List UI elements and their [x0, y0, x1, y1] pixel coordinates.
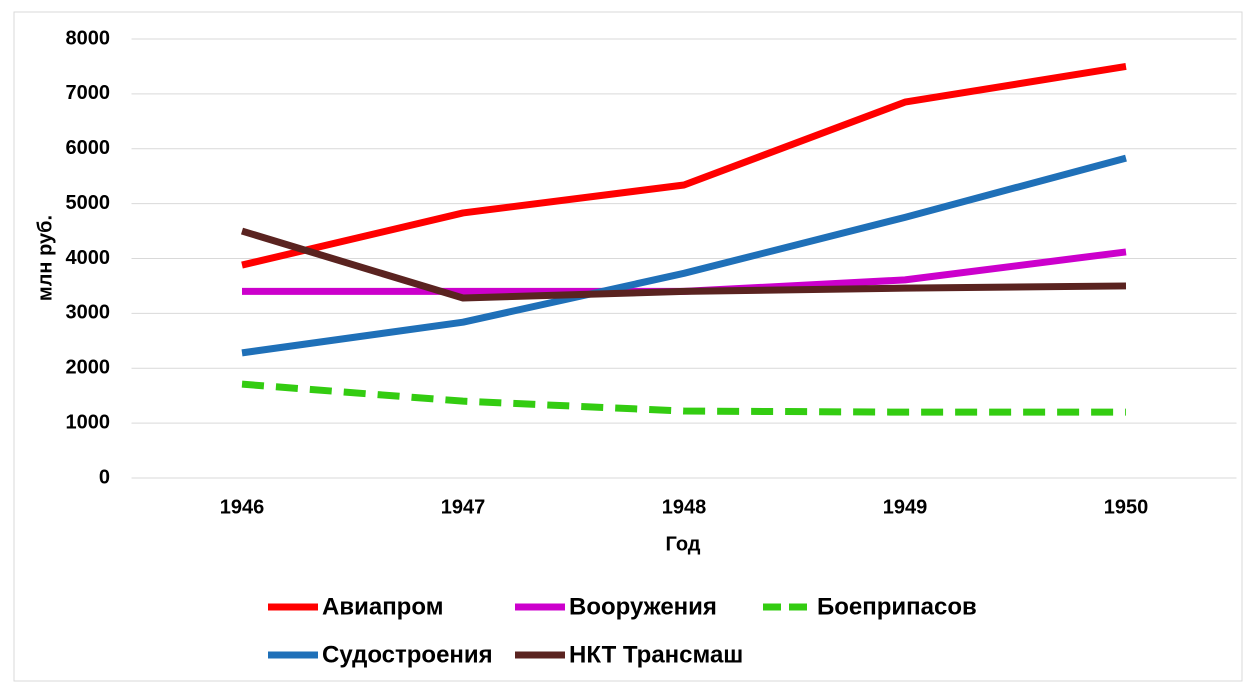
- y-axis-title: млн руб.: [34, 215, 56, 301]
- series-line: [241, 62, 1127, 269]
- y-tick-label: 6000: [66, 137, 111, 159]
- y-tick-label: 0: [99, 466, 110, 488]
- chart-frame: [13, 11, 1243, 682]
- y-tick-label: 7000: [66, 82, 111, 104]
- legend-label: Авиапром: [322, 593, 443, 620]
- series-line: [241, 154, 1127, 357]
- legend-label: НКТ Трансмаш: [569, 641, 743, 668]
- series-line: [241, 380, 1126, 416]
- y-tick-label: 2000: [66, 357, 111, 379]
- legend-label: Боеприпасов: [817, 593, 977, 620]
- x-axis-title: Год: [666, 533, 701, 555]
- x-tick-label: 1948: [662, 496, 707, 518]
- x-tick-label: 1946: [220, 496, 265, 518]
- x-tick-label: 1947: [441, 496, 486, 518]
- legend-label: Судостроения: [322, 641, 493, 668]
- legend-label: Вооружения: [569, 593, 717, 620]
- y-tick-label: 4000: [66, 247, 111, 269]
- y-tick-label: 1000: [66, 411, 111, 433]
- x-tick-label: 1949: [883, 496, 928, 518]
- y-tick-label: 8000: [66, 27, 111, 49]
- x-tick-label: 1950: [1104, 496, 1149, 518]
- series-line: [240, 227, 1127, 302]
- y-tick-label: 5000: [66, 192, 111, 214]
- y-tick-label: 3000: [66, 302, 111, 324]
